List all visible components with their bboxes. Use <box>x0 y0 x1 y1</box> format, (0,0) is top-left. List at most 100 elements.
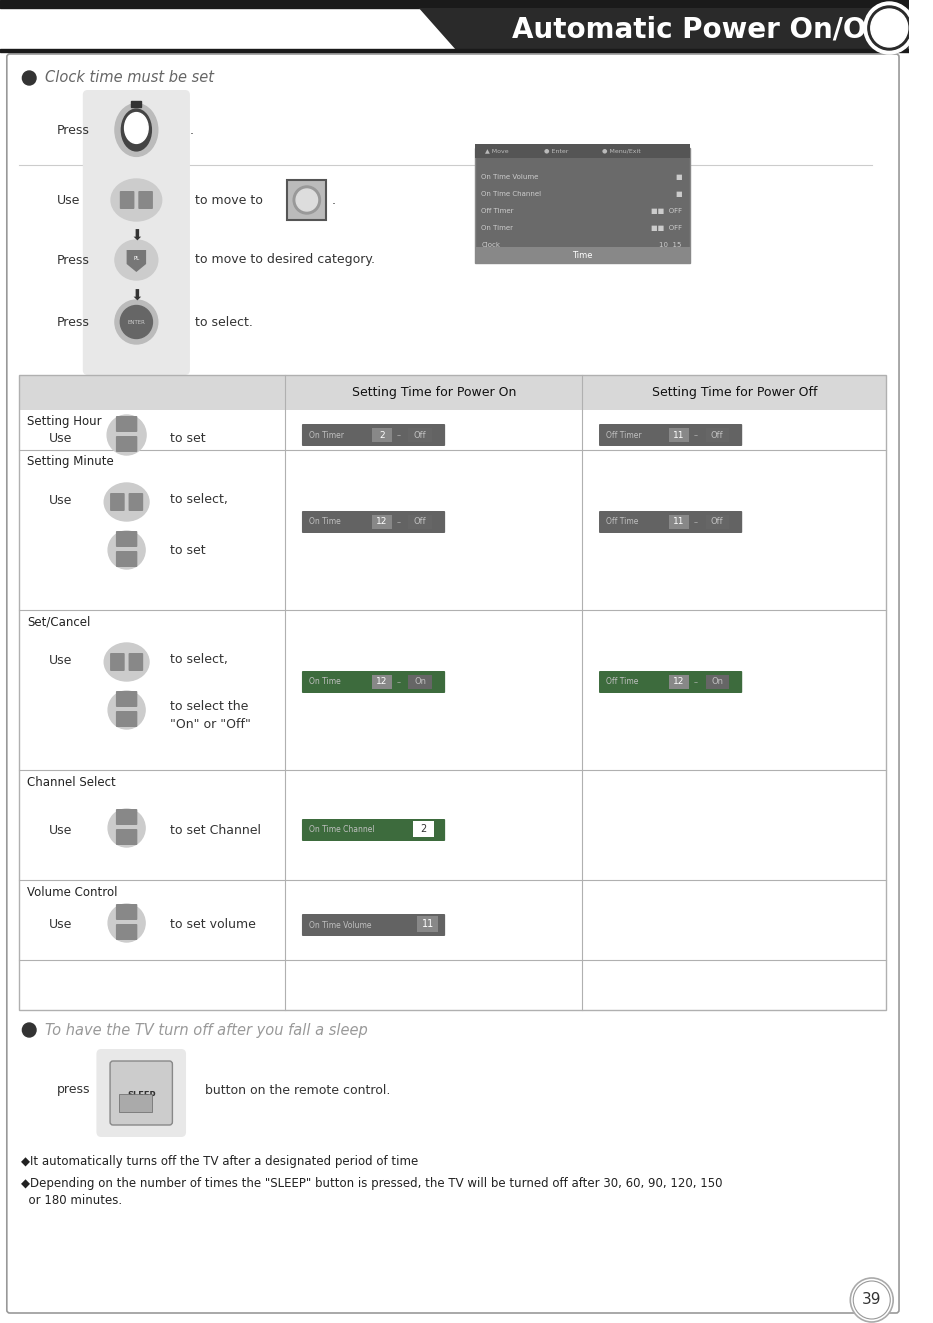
Text: to move to desired category.: to move to desired category. <box>195 254 375 266</box>
Text: ● Enter: ● Enter <box>544 148 568 153</box>
FancyBboxPatch shape <box>302 914 445 935</box>
Text: 12: 12 <box>376 677 388 687</box>
Text: --: -- <box>397 433 401 438</box>
Ellipse shape <box>120 306 152 339</box>
FancyBboxPatch shape <box>129 493 143 511</box>
Bar <box>475 247 689 263</box>
FancyBboxPatch shape <box>116 550 137 568</box>
Bar <box>582 374 886 410</box>
FancyBboxPatch shape <box>669 515 689 529</box>
Text: Off: Off <box>711 517 723 527</box>
Bar <box>475 148 689 263</box>
Text: --: -- <box>693 519 699 525</box>
FancyBboxPatch shape <box>116 904 137 919</box>
Text: ◆Depending on the number of times the "SLEEP" button is pressed, the TV will be : ◆Depending on the number of times the "S… <box>21 1177 723 1191</box>
Text: to set volume: to set volume <box>171 918 257 931</box>
Text: On Time Volume: On Time Volume <box>481 175 538 180</box>
Text: to set Channel: to set Channel <box>171 823 261 836</box>
FancyBboxPatch shape <box>409 429 432 442</box>
Text: Set/Cancel: Set/Cancel <box>27 615 91 628</box>
Text: Channel Select: Channel Select <box>27 775 116 789</box>
FancyBboxPatch shape <box>599 511 743 533</box>
Text: ● Menu/Exit: ● Menu/Exit <box>602 148 641 153</box>
Text: On: On <box>711 677 723 687</box>
FancyBboxPatch shape <box>96 1049 186 1136</box>
Text: Off Timer: Off Timer <box>481 208 514 214</box>
Text: .: . <box>190 123 194 136</box>
Text: ■: ■ <box>675 191 682 197</box>
Text: Off Time: Off Time <box>606 677 638 687</box>
Bar <box>287 180 327 220</box>
Text: On Time: On Time <box>309 517 341 527</box>
FancyBboxPatch shape <box>705 429 729 442</box>
Text: ⬇: ⬇ <box>130 288 143 303</box>
Text: PL: PL <box>133 257 140 262</box>
Bar <box>20 374 886 1009</box>
Text: ▲ Move: ▲ Move <box>485 148 508 153</box>
Text: Use: Use <box>49 431 72 445</box>
Text: To have the TV turn off after you fall a sleep: To have the TV turn off after you fall a… <box>45 1023 368 1037</box>
Text: Off: Off <box>414 517 426 527</box>
Text: --: -- <box>693 433 699 438</box>
Text: to set: to set <box>171 544 206 557</box>
FancyBboxPatch shape <box>116 923 137 941</box>
FancyBboxPatch shape <box>409 515 432 529</box>
Text: Use: Use <box>49 493 72 507</box>
Text: Volume Control: Volume Control <box>27 885 118 898</box>
FancyBboxPatch shape <box>116 710 137 728</box>
Bar <box>118 1094 152 1113</box>
Text: Press: Press <box>57 123 90 136</box>
Circle shape <box>854 1281 890 1319</box>
FancyBboxPatch shape <box>116 531 137 546</box>
Circle shape <box>22 71 36 85</box>
Text: 12: 12 <box>674 677 685 687</box>
Ellipse shape <box>111 179 161 221</box>
Text: On Time Volume: On Time Volume <box>309 921 371 930</box>
Text: to select,: to select, <box>171 493 229 507</box>
Ellipse shape <box>104 643 149 681</box>
Ellipse shape <box>293 187 320 214</box>
Ellipse shape <box>115 239 158 280</box>
Text: Off Timer: Off Timer <box>606 430 642 439</box>
Text: Setting Minute: Setting Minute <box>27 455 114 468</box>
Ellipse shape <box>296 189 317 210</box>
Ellipse shape <box>108 691 146 729</box>
Text: to select.: to select. <box>195 315 253 328</box>
Circle shape <box>850 1278 893 1322</box>
Bar <box>417 916 439 931</box>
Text: press: press <box>57 1084 90 1097</box>
Polygon shape <box>419 8 909 52</box>
FancyBboxPatch shape <box>110 654 125 671</box>
Text: ■■  OFF: ■■ OFF <box>650 225 682 232</box>
Ellipse shape <box>121 108 151 151</box>
FancyBboxPatch shape <box>669 429 689 442</box>
Text: Press: Press <box>57 254 90 266</box>
Ellipse shape <box>108 531 146 569</box>
FancyBboxPatch shape <box>302 671 445 693</box>
Bar <box>0 0 909 8</box>
FancyBboxPatch shape <box>599 423 743 446</box>
FancyBboxPatch shape <box>372 429 392 442</box>
Bar <box>0 49 909 52</box>
Text: ■: ■ <box>675 175 682 180</box>
Circle shape <box>868 7 911 50</box>
Text: Use: Use <box>49 654 72 667</box>
Ellipse shape <box>104 483 149 521</box>
Text: Off: Off <box>711 430 723 439</box>
FancyBboxPatch shape <box>110 1061 173 1125</box>
FancyBboxPatch shape <box>302 423 445 446</box>
Text: Off Time: Off Time <box>606 517 638 527</box>
Text: Setting Time for Power Off: Setting Time for Power Off <box>651 386 817 400</box>
FancyBboxPatch shape <box>116 691 137 706</box>
Text: 2: 2 <box>421 824 426 833</box>
Circle shape <box>864 3 914 54</box>
Ellipse shape <box>125 112 148 143</box>
Bar <box>20 374 886 410</box>
Ellipse shape <box>115 103 158 156</box>
Text: Use: Use <box>49 918 72 931</box>
FancyBboxPatch shape <box>372 675 392 689</box>
FancyBboxPatch shape <box>119 191 134 209</box>
FancyBboxPatch shape <box>129 654 143 671</box>
Ellipse shape <box>108 808 146 847</box>
Text: --: -- <box>397 519 401 525</box>
